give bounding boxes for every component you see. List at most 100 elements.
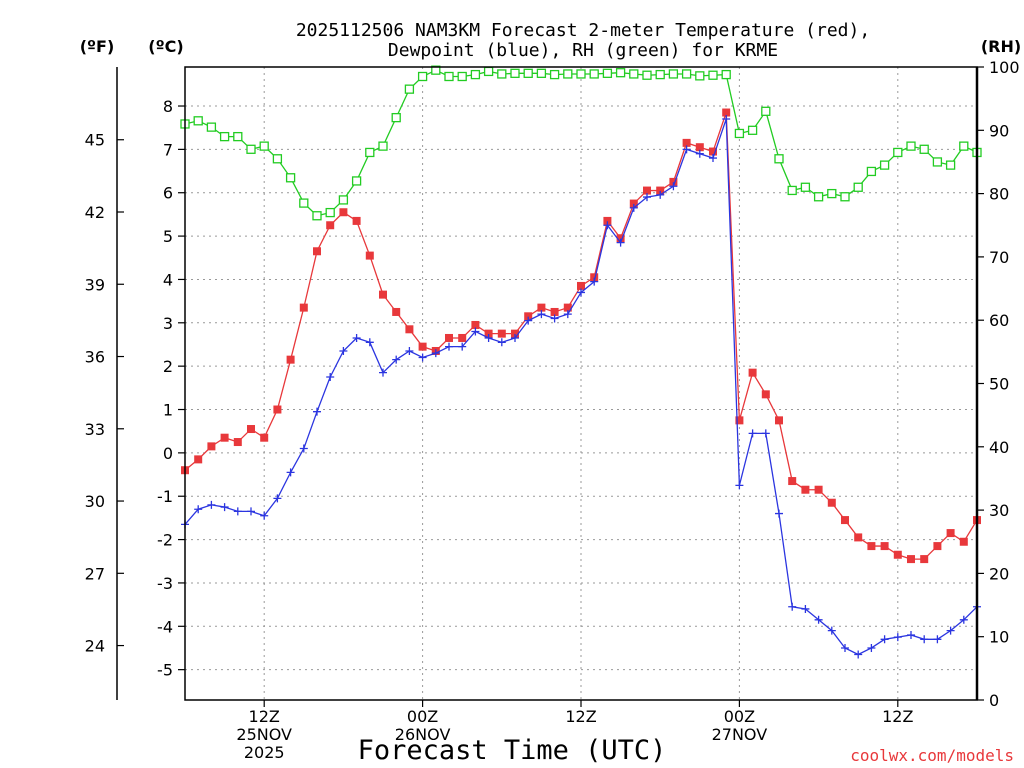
celsius-tick-label: 4	[163, 270, 173, 289]
rh-point	[827, 188, 837, 199]
rh-point	[642, 70, 652, 80]
rh-point	[246, 144, 256, 154]
dewpoint-point	[247, 507, 255, 516]
rh-point	[906, 141, 916, 151]
dewpoint-point	[207, 500, 216, 509]
rh-point	[787, 185, 797, 196]
rh-point	[879, 160, 890, 170]
temperature-point	[735, 416, 744, 425]
temperature-point	[907, 555, 915, 564]
celsius-unit-label: (ºC)	[148, 37, 183, 56]
rh-point	[351, 176, 362, 186]
rh-point	[747, 125, 758, 135]
rh-series	[180, 65, 982, 221]
plot-frame	[184, 66, 978, 701]
dewpoint-point	[933, 635, 942, 644]
rh-point	[470, 69, 481, 80]
x-tick-label: 00Z	[407, 707, 438, 726]
temperature-point	[709, 147, 717, 156]
rh-tick-label: 80	[989, 185, 1009, 204]
rh-point	[497, 69, 507, 79]
rh-tick-label: 90	[989, 121, 1009, 140]
temperature-point	[233, 438, 242, 447]
rh-tick-label: 0	[989, 691, 999, 710]
rh-point	[259, 141, 269, 151]
temperature-point	[669, 177, 678, 186]
temperature-point	[471, 320, 480, 329]
rh-point	[893, 147, 903, 158]
dewpoint-point	[431, 349, 440, 358]
fahrenheit-tick-label: 39	[85, 275, 105, 294]
dewpoint-point	[194, 505, 203, 514]
rh-point	[932, 157, 943, 167]
fahrenheit-tick-label: 45	[85, 131, 105, 150]
dewpoint-point	[827, 626, 836, 635]
temperature-point	[722, 108, 731, 117]
rh-point	[655, 69, 665, 80]
temperature-point	[748, 368, 757, 377]
temperature-point	[616, 234, 625, 243]
rh-tick-label: 100	[989, 58, 1020, 77]
rh-unit-label: (RH)	[981, 37, 1021, 56]
rh-point	[219, 131, 230, 142]
dewpoint-point	[313, 407, 321, 416]
celsius-tick-label: -5	[157, 661, 173, 680]
dewpoint-point	[788, 602, 797, 611]
dewpoint-point	[220, 503, 229, 512]
dewpoint-point	[669, 182, 678, 191]
rh-point	[536, 68, 547, 78]
dewpoint-point	[418, 353, 427, 362]
temperature-point	[365, 251, 374, 260]
rh-point	[681, 69, 692, 79]
temperature-point	[775, 416, 783, 425]
x-tick-label: 25NOV	[236, 725, 292, 744]
dewpoint-point	[656, 190, 665, 199]
rh-point	[312, 211, 322, 221]
x-tick-label: 27NOV	[712, 725, 768, 744]
dewpoint-point	[629, 203, 638, 212]
dewpoint-point	[524, 316, 533, 325]
temperature-point	[524, 312, 533, 321]
celsius-tick-label: 1	[163, 401, 173, 420]
temperature-point	[220, 433, 229, 442]
temperature-point	[841, 516, 849, 525]
x-tick-label: 12Z	[882, 707, 913, 726]
rh-point	[919, 144, 929, 154]
series-layer	[180, 65, 982, 659]
dewpoint-point	[484, 333, 493, 342]
dewpoint-point	[814, 615, 823, 624]
chart-title-line2: Dewpoint (blue), RH (green) for KRME	[388, 40, 778, 61]
fahrenheit-tick-label: 27	[85, 564, 105, 583]
temperature-point	[484, 329, 493, 338]
rh-point	[813, 192, 824, 202]
dewpoint-point	[563, 310, 572, 319]
celsius-tick-label: -1	[157, 487, 173, 506]
rh-point	[761, 106, 771, 116]
rh-point	[299, 198, 309, 208]
rh-tick-label: 60	[989, 311, 1009, 330]
grid-lines	[185, 67, 977, 700]
rh-tick-label: 30	[989, 501, 1009, 520]
rh-point	[417, 71, 428, 82]
dewpoint-point	[392, 355, 401, 364]
temperature-point	[959, 537, 968, 546]
rh-tick-label: 10	[989, 628, 1009, 647]
rh-point	[365, 147, 375, 158]
dewpoint-point	[299, 444, 308, 453]
rh-point	[695, 71, 705, 81]
dewpoint-point	[286, 468, 295, 477]
chart-title-line1: 2025112506 NAM3KM Forecast 2-meter Tempe…	[296, 20, 870, 41]
celsius-tick-label: 8	[163, 97, 173, 116]
dewpoint-point	[273, 494, 282, 503]
temperature-point	[761, 390, 770, 399]
labels-layer: 2025112506 NAM3KM Forecast 2-meter Tempe…	[80, 20, 1021, 766]
axes-layer: -5-4-3-2-1012345678242730333639424501020…	[85, 58, 1020, 762]
dewpoint-point	[603, 221, 612, 230]
celsius-tick-label: 7	[163, 140, 173, 159]
celsius-tick-label: 6	[163, 184, 173, 203]
temperature-point	[445, 333, 453, 342]
temperature-point	[590, 273, 599, 282]
temperature-point	[405, 325, 414, 334]
rh-point	[853, 182, 863, 192]
